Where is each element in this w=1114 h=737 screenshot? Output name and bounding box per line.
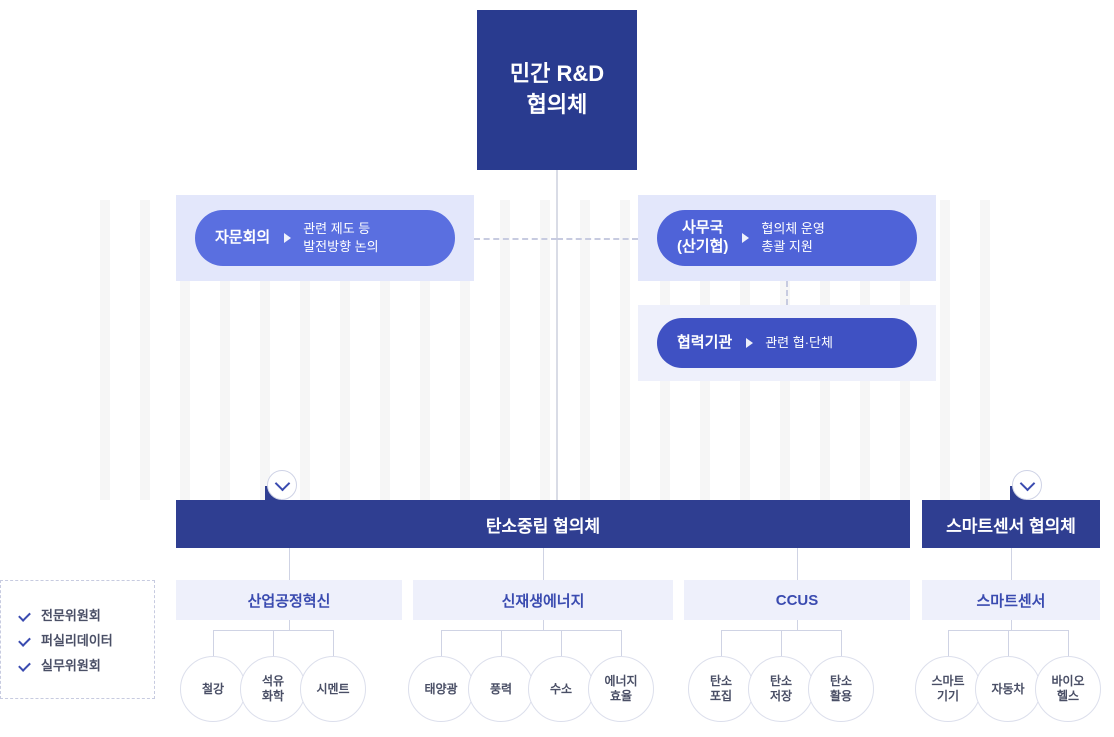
connector-vertical-main [556,170,558,500]
connector-dash-left [474,238,557,240]
connector-vertical [501,630,502,656]
legend-label: 퍼실리데이터 [41,630,113,649]
connector-dash-right [557,238,638,240]
pill-secretariat-lead: 사무국 (산기협) [677,219,728,257]
connector-vertical [841,630,842,656]
leaf-node: 풍력 [468,656,534,722]
pill-advisory-lead: 자문회의 [215,229,270,248]
leaf-node: 탄소 포집 [688,656,754,722]
leaf-node: 탄소 저장 [748,656,814,722]
connector-vertical [721,630,722,656]
leaf-row: 탄소 포집탄소 저장탄소 활용 [688,656,874,722]
category-header: 산업공정혁신 [176,580,402,620]
panel-advisory: 자문회의 관련 제도 등 발전방향 논의 [176,195,474,281]
category-header: 스마트센서 [922,580,1100,620]
connector-vertical [333,630,334,656]
legend-item: 퍼실리데이터 [17,630,138,649]
pill-secretariat: 사무국 (산기협) 협의체 운영 총괄 지원 [657,210,917,266]
category-header: CCUS [684,580,910,620]
pill-secretariat-desc: 협의체 운영 총괄 지원 [761,220,824,255]
connector-vertical [213,630,214,656]
legend-item: 전문위원회 [17,605,138,624]
connector-vertical [781,630,782,656]
leaf-node: 수소 [528,656,594,722]
connector-vertical [621,630,622,656]
leaf-node: 시멘트 [300,656,366,722]
connector-vertical [441,630,442,656]
leaf-node: 탄소 활용 [808,656,874,722]
arrow-icon [746,338,753,348]
chevron-down-icon [267,470,297,500]
arrow-icon [742,233,749,243]
connector-vertical [543,548,544,580]
legend-label: 전문위원회 [41,605,101,624]
connector-vertical [797,620,798,630]
section-header: 스마트센서 협의체 [922,500,1100,548]
connector-vertical [948,630,949,656]
leaf-row: 스마트 기기자동차바이오 헬스 [915,656,1101,722]
root-title-line2: 협의체 [510,90,604,121]
connector-vertical [273,630,274,656]
legend-item: 실무위원회 [17,655,138,674]
leaf-node: 석유 화학 [240,656,306,722]
check-icon [17,658,31,672]
leaf-node: 에너지 효율 [588,656,654,722]
leaf-node: 철강 [180,656,246,722]
connector-vertical [561,630,562,656]
legend-box: 전문위원회 퍼실리데이터 실무위원회 [0,580,155,699]
leaf-node: 태양광 [408,656,474,722]
root-title-line1: 민간 R&D [510,59,604,90]
leaf-node: 자동차 [975,656,1041,722]
check-icon [17,608,31,622]
root-node: 민간 R&D 협의체 [477,10,637,170]
section-header: 탄소중립 협의체 [176,500,910,548]
pill-advisory: 자문회의 관련 제도 등 발전방향 논의 [195,210,455,266]
connector-vertical [1008,630,1009,656]
connector-vertical [1068,630,1069,656]
connector-vertical [289,548,290,580]
check-icon [17,633,31,647]
connector-vertical [543,620,544,630]
leaf-node: 스마트 기기 [915,656,981,722]
connector-horizontal [441,630,621,631]
arrow-icon [284,233,291,243]
pill-partner-desc: 관련 협·단체 [765,334,833,352]
panel-partner: 협력기관 관련 협·단체 [638,305,936,381]
pill-partner: 협력기관 관련 협·단체 [657,318,917,368]
connector-vertical [289,620,290,630]
legend-label: 실무위원회 [41,655,101,674]
pill-partner-lead: 협력기관 [677,334,732,353]
pill-advisory-desc: 관련 제도 등 발전방향 논의 [303,220,378,255]
connector-vertical [797,548,798,580]
leaf-node: 바이오 헬스 [1035,656,1101,722]
category-header: 신재생에너지 [413,580,673,620]
connector-vertical [1011,620,1012,630]
connector-vertical [1011,548,1012,580]
chevron-down-icon [1012,470,1042,500]
leaf-row: 철강석유 화학시멘트 [180,656,366,722]
leaf-row: 태양광풍력수소에너지 효율 [408,656,654,722]
panel-secretariat: 사무국 (산기협) 협의체 운영 총괄 지원 [638,195,936,281]
connector-dash-right-vertical [786,281,788,305]
